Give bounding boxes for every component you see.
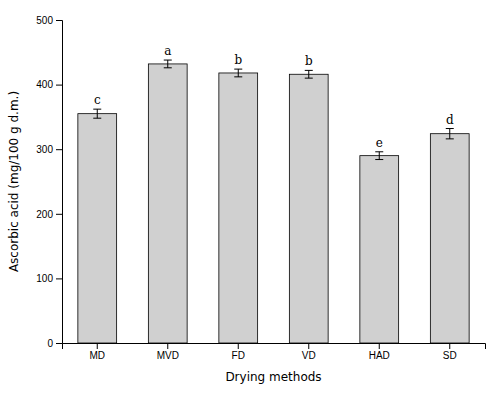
y-tick: 0 bbox=[47, 338, 62, 349]
x-tick-label: FD bbox=[232, 350, 245, 361]
error-bar bbox=[234, 69, 242, 77]
y-tick-label: 100 bbox=[36, 273, 53, 284]
x-axis-line bbox=[63, 344, 486, 350]
x-tick: MVD bbox=[157, 343, 179, 361]
x-tick-label: HAD bbox=[369, 350, 390, 361]
y-tick-label: 0 bbox=[47, 338, 53, 349]
plot: 0 100 200 300 400 500 MD MVD FD VD HAD SD c a b b e d Dryi… bbox=[7, 15, 486, 384]
x-tick: HAD bbox=[369, 343, 390, 361]
y-tick-mark bbox=[56, 214, 62, 215]
x-tick: MD bbox=[89, 343, 105, 361]
error-bar bbox=[446, 129, 454, 139]
x-tick-label: VD bbox=[302, 350, 316, 361]
x-tick: VD bbox=[302, 343, 316, 361]
x-axis: MD MVD FD VD HAD SD bbox=[63, 343, 486, 361]
annotation: a bbox=[164, 44, 171, 58]
annotation: b bbox=[305, 54, 313, 68]
x-axis-title: Drying methods bbox=[225, 370, 321, 384]
x-tick-label: MVD bbox=[157, 350, 179, 361]
x-tick-mark bbox=[238, 343, 239, 349]
bar bbox=[430, 134, 469, 343]
x-tick-mark bbox=[449, 343, 450, 349]
x-tick-mark bbox=[167, 343, 168, 349]
y-tick-label: 400 bbox=[36, 79, 53, 90]
y-tick-mark bbox=[56, 85, 62, 86]
bar bbox=[219, 73, 258, 343]
bar bbox=[289, 74, 328, 343]
bar bbox=[360, 156, 399, 343]
x-tick: FD bbox=[232, 343, 245, 361]
error-bar bbox=[305, 70, 313, 78]
error-bar bbox=[93, 109, 101, 118]
y-tick-mark bbox=[56, 343, 62, 344]
error-bar bbox=[375, 152, 383, 160]
marks bbox=[78, 60, 469, 343]
annotation: e bbox=[376, 136, 383, 150]
x-tick-mark bbox=[97, 343, 98, 349]
x-tick-label: SD bbox=[443, 350, 457, 361]
bar bbox=[78, 114, 117, 343]
y-tick: 400 bbox=[36, 79, 62, 90]
annotation: c bbox=[94, 93, 101, 107]
y-tick-label: 200 bbox=[36, 209, 53, 220]
y-tick-mark bbox=[56, 149, 62, 150]
y-tick: 500 bbox=[36, 15, 62, 26]
x-tick-mark bbox=[308, 343, 309, 349]
annotations: c a b b e d bbox=[94, 44, 454, 150]
y-tick: 300 bbox=[36, 144, 62, 155]
annotation: d bbox=[446, 113, 454, 127]
annotation: b bbox=[234, 53, 242, 67]
y-axis-line bbox=[56, 21, 63, 344]
y-tick-mark bbox=[56, 20, 62, 21]
error-bar bbox=[164, 60, 172, 68]
y-axis: 0 100 200 300 400 500 bbox=[36, 15, 62, 349]
y-tick: 100 bbox=[36, 273, 62, 284]
y-tick: 200 bbox=[36, 209, 62, 220]
y-tick-mark bbox=[56, 278, 62, 279]
bar bbox=[148, 64, 187, 343]
x-tick-mark bbox=[379, 343, 380, 349]
y-axis-title: Ascorbic acid (mg/100 g d.m.) bbox=[7, 91, 21, 272]
y-tick-label: 300 bbox=[36, 144, 53, 155]
chart-container: 0 100 200 300 400 500 MD MVD FD VD HAD SD c a b b e d Dryi… bbox=[0, 0, 500, 393]
chart-svg: 0 100 200 300 400 500 MD MVD FD VD HAD SD c a b b e d Dryi… bbox=[0, 0, 500, 393]
y-tick-label: 500 bbox=[36, 15, 53, 26]
x-tick-label: MD bbox=[89, 350, 105, 361]
x-tick: SD bbox=[443, 343, 457, 361]
